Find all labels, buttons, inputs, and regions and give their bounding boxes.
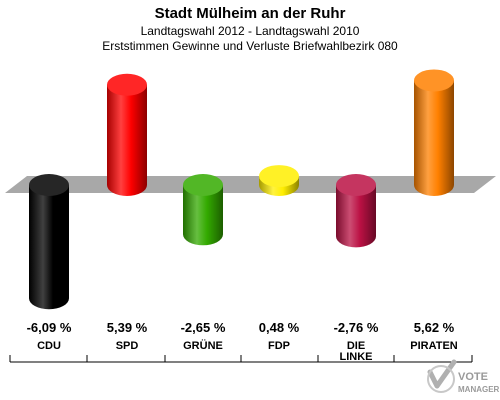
value-label-spd: 5,39 % xyxy=(107,320,148,335)
category-label-spd: SPD xyxy=(116,340,139,352)
category-label-die-linke-1: DIE xyxy=(347,340,365,352)
value-label-die-linke: -2,76 % xyxy=(334,320,379,335)
value-label-cdu: -6,09 % xyxy=(27,320,72,335)
category-label-piraten: PIRATEN xyxy=(410,340,458,352)
chart-subtitle-2: Erststimmen Gewinne und Verluste Briefwa… xyxy=(102,39,398,53)
value-label-piraten: 5,62 % xyxy=(414,320,455,335)
chart-title: Stadt Mülheim an der Ruhr xyxy=(155,5,346,22)
bar-grüne xyxy=(183,174,223,246)
bars-group xyxy=(29,69,454,310)
category-label-grüne: GRÜNE xyxy=(183,339,223,352)
category-label-cdu: CDU xyxy=(37,340,61,352)
bar-cdu xyxy=(29,174,69,310)
value-labels-group: -6,09 % 5,39 % -2,65 % 0,48 % -2,76 % 5,62 % xyxy=(27,320,455,335)
bar-piraten xyxy=(414,69,454,196)
bar-fdp xyxy=(259,165,299,196)
bar-spd xyxy=(107,73,147,196)
checkmark-icon xyxy=(427,359,457,393)
votemanager-logo: VOTE MANAGER xyxy=(427,359,500,394)
bar-die-linke xyxy=(336,174,376,248)
category-ticks-group xyxy=(9,355,473,362)
category-label-fdp: FDP xyxy=(268,340,290,352)
value-label-fdp: 0,48 % xyxy=(259,320,300,335)
value-label-grüne: -2,65 % xyxy=(181,320,226,335)
logo-text-manager: MANAGER xyxy=(458,385,500,394)
category-label-die-linke-2: LINKE xyxy=(340,351,373,363)
chart-subtitle: Landtagswahl 2012 - Landtagswahl 2010 xyxy=(141,24,360,38)
logo-text-vote: VOTE xyxy=(458,371,488,383)
